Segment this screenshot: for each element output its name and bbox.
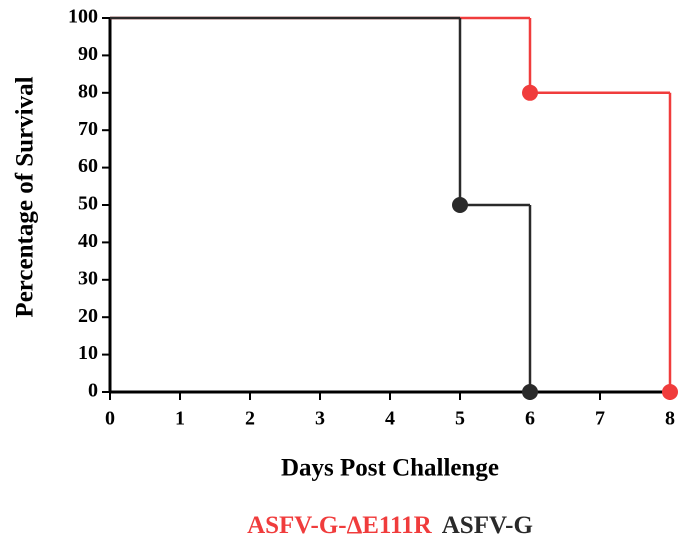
x-tick-label: 4	[385, 408, 395, 430]
x-axis-title: Days Post Challenge	[281, 455, 499, 482]
y-tick-label: 20	[78, 305, 98, 327]
x-tick-label: 8	[665, 408, 675, 430]
y-axis-title: Percentage of Survival	[12, 76, 39, 317]
legend-entry: ASFV-G-ΔE111R	[247, 512, 433, 539]
y-tick-label: 50	[78, 193, 98, 215]
y-tick-label: 90	[78, 43, 98, 65]
y-tick-label: 70	[78, 118, 98, 140]
y-tick-label: 60	[78, 155, 98, 177]
event-marker	[452, 197, 468, 213]
x-tick-label: 0	[105, 408, 115, 430]
y-tick-label: 30	[78, 267, 98, 289]
x-tick-label: 3	[315, 408, 325, 430]
event-marker	[522, 384, 538, 400]
y-tick-label: 10	[78, 342, 98, 364]
y-tick-label: 100	[68, 6, 98, 28]
x-tick-label: 2	[245, 408, 255, 430]
event-marker	[522, 84, 538, 101]
legend: ASFV-G-ΔE111R ASFV-G	[247, 512, 533, 539]
y-tick-label: 0	[88, 380, 98, 402]
x-tick-label: 7	[595, 408, 605, 430]
x-tick-label: 6	[525, 408, 535, 430]
y-tick-label: 80	[78, 80, 98, 102]
x-tick-label: 1	[175, 408, 185, 430]
legend-entry: ASFV-G	[442, 512, 533, 539]
event-marker	[662, 384, 678, 400]
y-tick-label: 40	[78, 230, 98, 252]
x-tick-label: 5	[455, 408, 465, 430]
